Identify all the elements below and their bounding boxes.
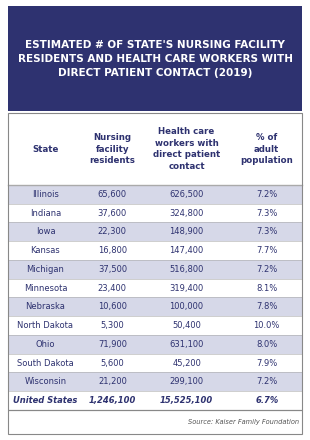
Text: 631,100: 631,100: [170, 340, 204, 349]
Text: ESTIMATED # OF STATE'S NURSING FACILITY
RESIDENTS AND HEALTH CARE WORKERS WITH
D: ESTIMATED # OF STATE'S NURSING FACILITY …: [17, 40, 293, 77]
Bar: [8, 297, 302, 316]
Text: 10,600: 10,600: [98, 302, 127, 312]
Text: 7.7%: 7.7%: [256, 246, 277, 255]
Bar: [8, 335, 302, 354]
Text: 45,200: 45,200: [172, 359, 201, 368]
Text: Indiana: Indiana: [30, 209, 61, 218]
Text: Wisconsin: Wisconsin: [24, 378, 67, 386]
Text: State: State: [32, 144, 59, 154]
Text: Minnesota: Minnesota: [24, 284, 67, 293]
Text: Ohio: Ohio: [36, 340, 55, 349]
Bar: [8, 113, 302, 410]
Bar: [8, 6, 302, 111]
Text: 8.0%: 8.0%: [256, 340, 277, 349]
Text: 319,400: 319,400: [170, 284, 204, 293]
Text: 7.3%: 7.3%: [256, 227, 277, 236]
Text: South Dakota: South Dakota: [17, 359, 74, 368]
Bar: [8, 223, 302, 241]
Text: 37,500: 37,500: [98, 265, 127, 274]
Text: 8.1%: 8.1%: [256, 284, 277, 293]
Text: 7.2%: 7.2%: [256, 265, 277, 274]
Text: 7.2%: 7.2%: [256, 378, 277, 386]
Text: 324,800: 324,800: [170, 209, 204, 218]
Text: 7.8%: 7.8%: [256, 302, 277, 312]
Text: Kansas: Kansas: [31, 246, 60, 255]
Text: Nebraska: Nebraska: [25, 302, 65, 312]
Text: 5,300: 5,300: [100, 321, 124, 330]
Bar: [8, 373, 302, 391]
Text: Source: Kaiser Family Foundation: Source: Kaiser Family Foundation: [188, 419, 299, 425]
Text: 16,800: 16,800: [98, 246, 127, 255]
Text: 10.0%: 10.0%: [254, 321, 280, 330]
Text: 147,400: 147,400: [170, 246, 204, 255]
Text: 7.2%: 7.2%: [256, 190, 277, 199]
Text: North Dakota: North Dakota: [17, 321, 73, 330]
Bar: [8, 260, 302, 279]
Text: 71,900: 71,900: [98, 340, 127, 349]
Text: 22,300: 22,300: [98, 227, 127, 236]
Text: 5,600: 5,600: [100, 359, 124, 368]
Text: Iowa: Iowa: [36, 227, 55, 236]
Text: 1,246,100: 1,246,100: [89, 396, 136, 405]
Text: Health care
workers with
direct patient
contact: Health care workers with direct patient …: [153, 127, 220, 171]
Text: Nursing
facility
residents: Nursing facility residents: [89, 133, 135, 165]
Text: 15,525,100: 15,525,100: [160, 396, 213, 405]
Text: 299,100: 299,100: [170, 378, 204, 386]
Text: 7.9%: 7.9%: [256, 359, 277, 368]
Text: % of
adult
population: % of adult population: [240, 133, 293, 165]
Text: United States: United States: [13, 396, 78, 405]
Text: Illinois: Illinois: [32, 190, 59, 199]
Text: 626,500: 626,500: [170, 190, 204, 199]
Bar: [8, 410, 302, 434]
Text: 23,400: 23,400: [98, 284, 127, 293]
Text: 6.7%: 6.7%: [255, 396, 278, 405]
Text: 516,800: 516,800: [170, 265, 204, 274]
Text: 50,400: 50,400: [172, 321, 201, 330]
Bar: [8, 185, 302, 204]
Text: 100,000: 100,000: [170, 302, 204, 312]
Text: 65,600: 65,600: [98, 190, 127, 199]
Text: 21,200: 21,200: [98, 378, 127, 386]
Text: 148,900: 148,900: [170, 227, 204, 236]
Bar: [8, 113, 302, 185]
Text: 37,600: 37,600: [98, 209, 127, 218]
Text: Michigan: Michigan: [27, 265, 64, 274]
Text: 7.3%: 7.3%: [256, 209, 277, 218]
